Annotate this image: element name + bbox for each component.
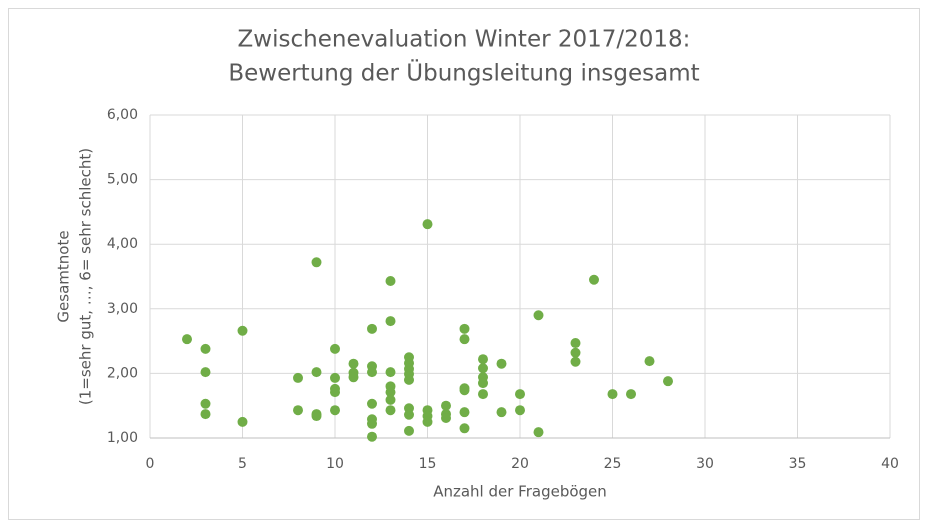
data-point	[459, 323, 470, 334]
data-point	[570, 347, 581, 358]
x-tick-label: 10	[326, 456, 344, 472]
data-point	[515, 389, 525, 400]
data-point	[459, 423, 470, 434]
data-point	[459, 407, 470, 418]
data-point	[311, 257, 322, 268]
data-point	[293, 372, 303, 383]
x-axis-label: Anzahl der Fragebögen	[433, 483, 607, 501]
data-point	[367, 398, 377, 409]
data-point	[663, 376, 673, 387]
data-point	[422, 416, 433, 427]
data-point	[478, 354, 488, 365]
chart-title: Bewertung der Übungsleitung insgesamt	[228, 59, 699, 87]
y-tick-label: 1,00	[107, 430, 138, 446]
data-point	[367, 418, 377, 429]
data-point	[607, 389, 618, 400]
y-tick-label: 6,00	[107, 107, 138, 123]
data-point	[311, 411, 322, 422]
x-tick-label: 35	[789, 456, 807, 472]
x-tick-label: 5	[238, 456, 247, 472]
data-point	[330, 405, 340, 416]
data-point	[441, 400, 451, 411]
data-point	[644, 356, 655, 367]
data-point	[237, 325, 248, 336]
data-point	[330, 387, 340, 398]
data-point	[293, 405, 303, 416]
data-point	[385, 367, 396, 378]
data-point	[330, 343, 340, 354]
x-tick-label: 20	[511, 456, 529, 472]
data-point	[385, 316, 396, 327]
data-point	[626, 389, 636, 400]
data-point	[348, 372, 359, 383]
data-point	[311, 367, 322, 378]
data-point	[237, 416, 248, 427]
data-point	[478, 389, 488, 400]
x-tick-label: 30	[696, 456, 714, 472]
data-point	[459, 334, 470, 345]
chart-frame	[8, 8, 920, 520]
data-point	[182, 334, 192, 345]
y-tick-label: 4,00	[107, 236, 138, 252]
data-point	[200, 409, 211, 420]
data-point	[385, 405, 396, 416]
data-point	[404, 425, 414, 436]
y-axis-label: Gesamtnote	[55, 230, 73, 322]
data-point	[367, 323, 377, 334]
data-point	[385, 387, 396, 398]
y-tick-label: 5,00	[107, 172, 138, 188]
data-point	[533, 310, 544, 321]
x-tick-label: 40	[881, 456, 899, 472]
data-point	[348, 358, 359, 369]
data-point	[200, 343, 211, 354]
data-point	[404, 409, 414, 420]
data-point	[422, 219, 433, 230]
data-point	[570, 356, 581, 367]
data-point	[478, 378, 488, 389]
chart-title: Zwischenevaluation Winter 2017/2018:	[238, 27, 691, 53]
data-point	[496, 358, 507, 369]
data-point	[570, 338, 581, 349]
y-tick-label: 2,00	[107, 365, 138, 381]
y-axis-label: (1=sehr gut, …, 6= sehr schlecht)	[77, 148, 95, 405]
data-point	[200, 367, 211, 378]
data-point	[367, 431, 377, 442]
data-point	[385, 276, 396, 287]
data-point	[200, 398, 211, 409]
data-point	[478, 363, 488, 374]
data-point	[330, 372, 340, 383]
data-point	[404, 374, 414, 385]
x-tick-label: 15	[419, 456, 437, 472]
x-tick-label: 0	[146, 456, 155, 472]
x-tick-label: 25	[604, 456, 622, 472]
data-point	[515, 405, 525, 416]
y-tick-label: 3,00	[107, 301, 138, 317]
data-point	[496, 407, 507, 418]
data-point	[441, 412, 451, 423]
data-point	[367, 367, 377, 378]
data-point	[385, 394, 396, 405]
data-point	[533, 427, 544, 438]
data-point	[459, 385, 470, 396]
data-point	[589, 274, 599, 285]
